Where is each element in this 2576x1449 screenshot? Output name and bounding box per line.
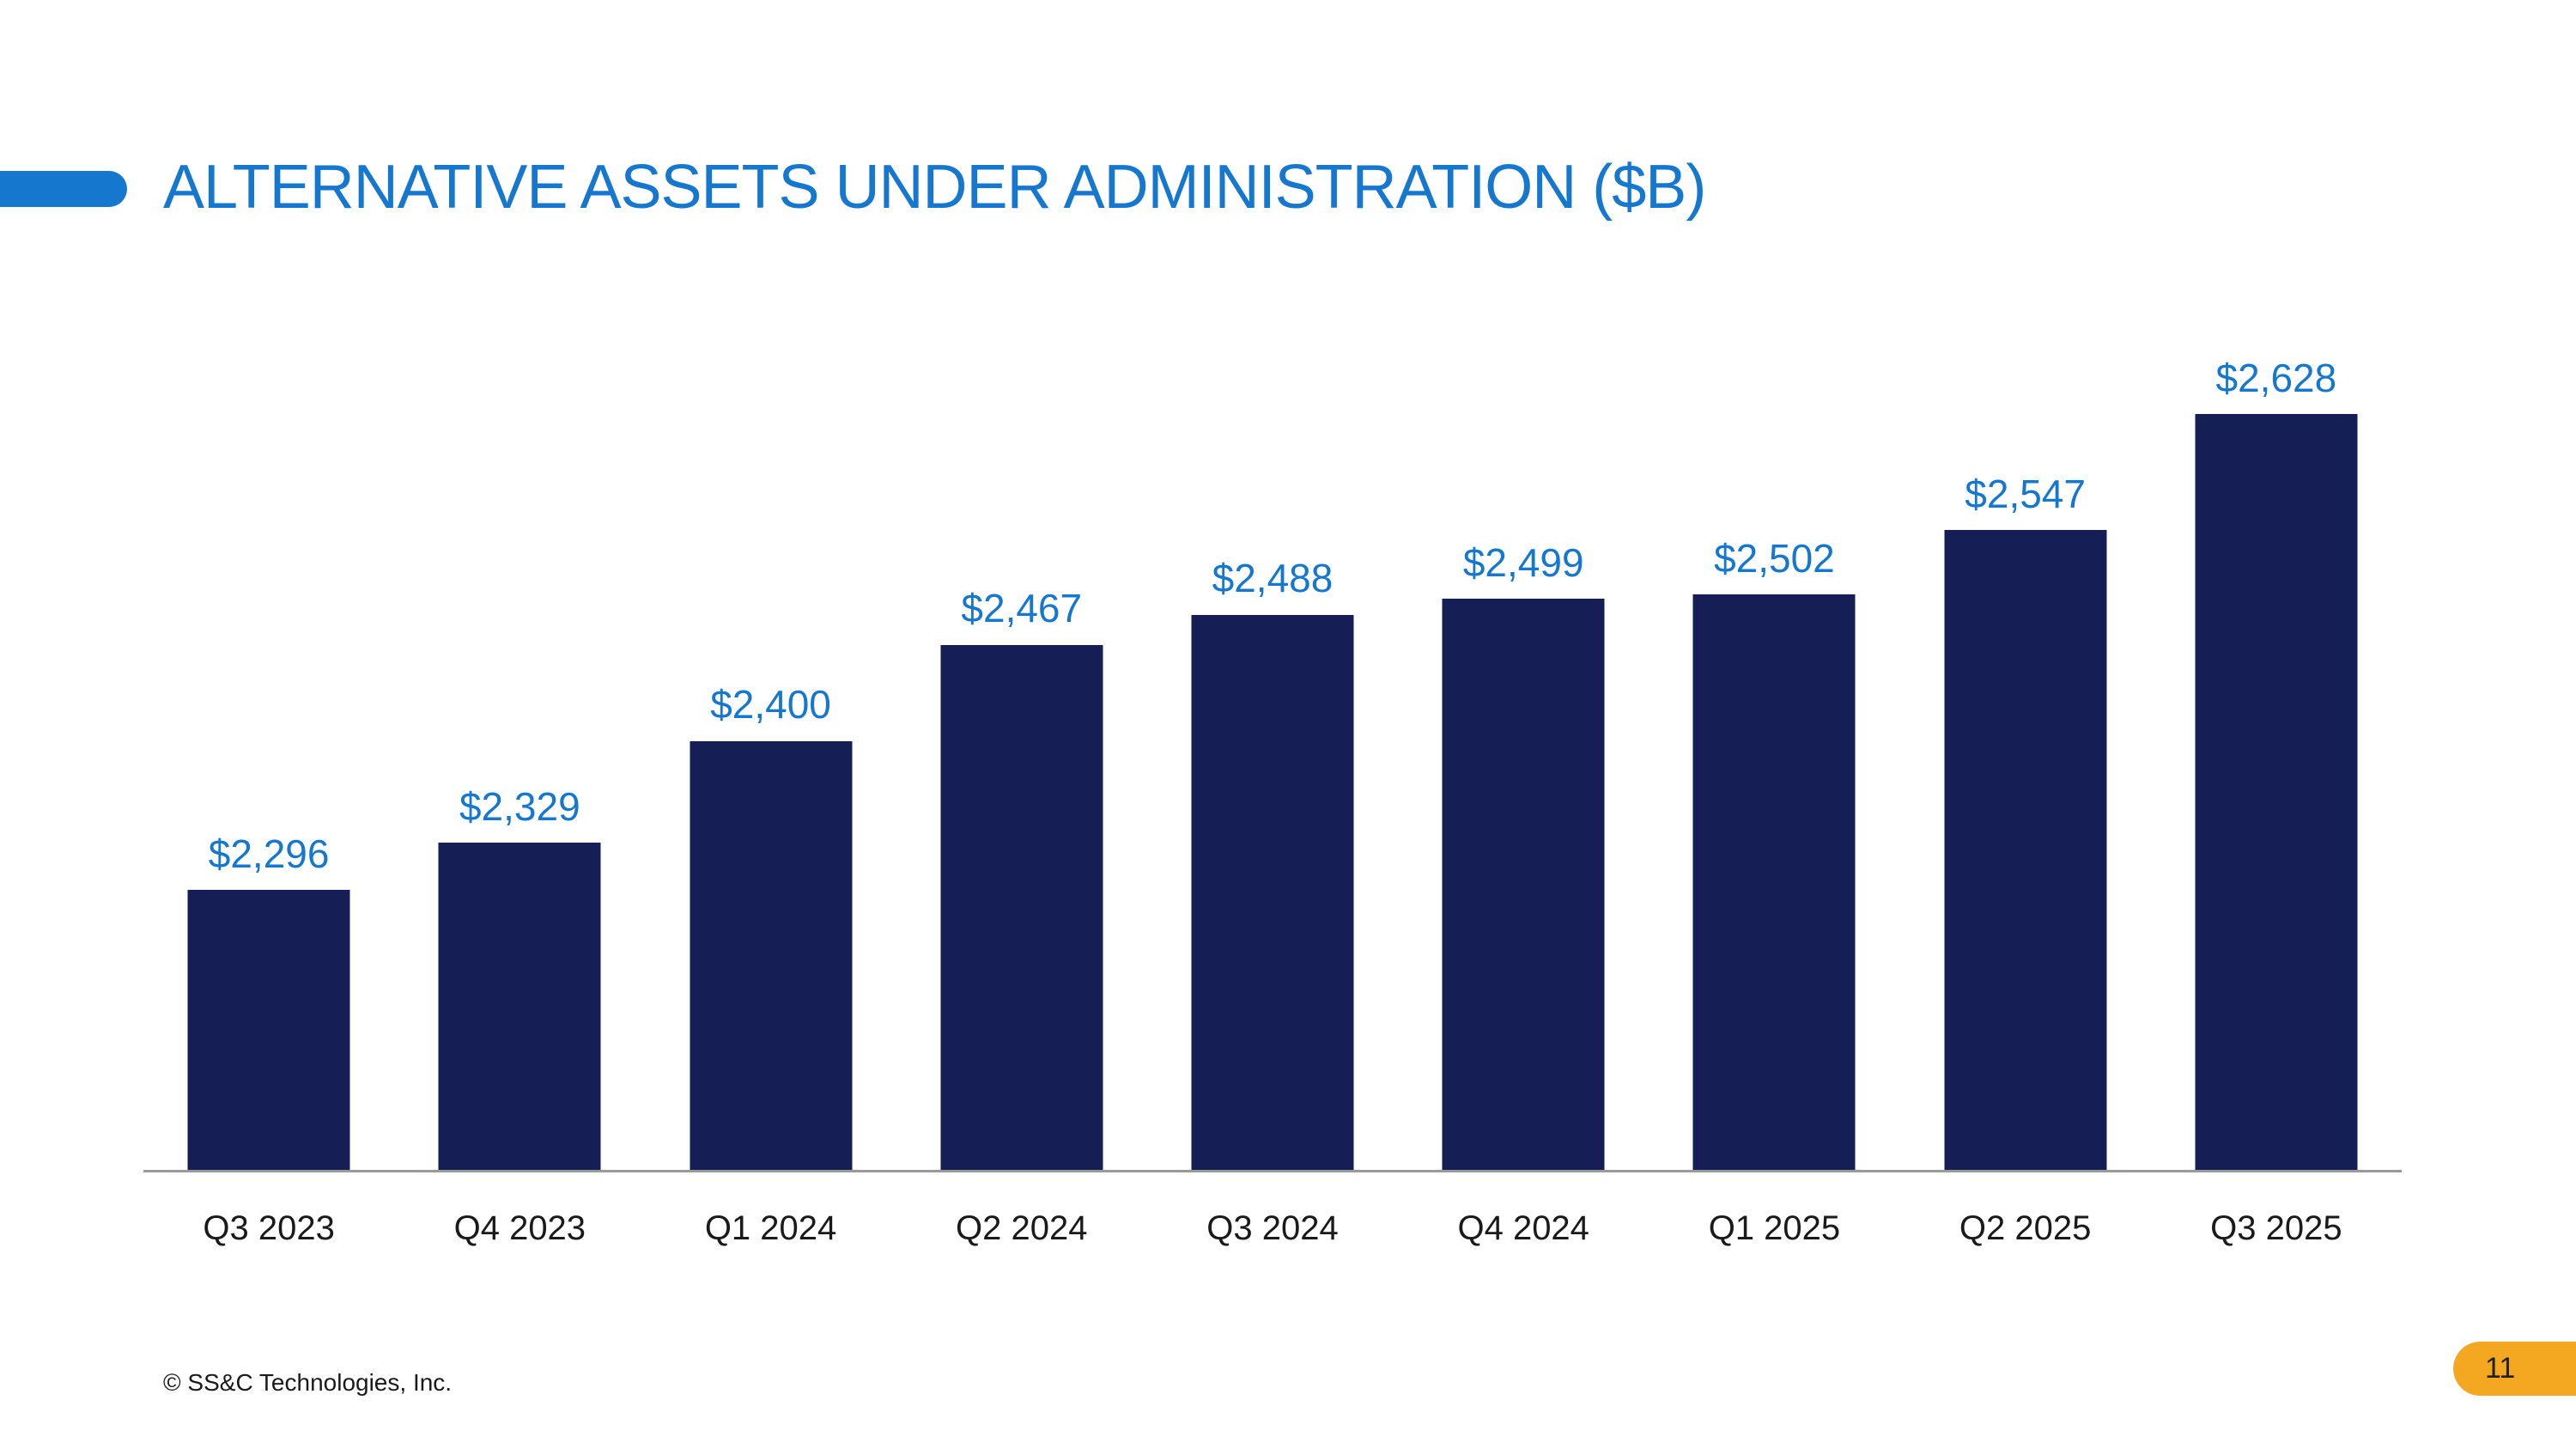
- bar-q2-2025: [1944, 530, 2107, 1171]
- x-axis-label-q4-2023: Q4 2023: [453, 1209, 586, 1247]
- bar-q3-2025: [2195, 414, 2358, 1171]
- bar-q3-2024: [1191, 614, 1354, 1171]
- bar-value-label-q3-2023: $2,296: [208, 831, 330, 876]
- copyright-text: © SS&C Technologies, Inc.: [163, 1369, 453, 1396]
- page-number-badge: 11: [2453, 1342, 2576, 1396]
- bar-value-label-q2-2024: $2,467: [961, 586, 1083, 631]
- bar-value-label-q1-2025: $2,502: [1714, 536, 1835, 581]
- x-axis-label-q3-2025: Q3 2025: [2210, 1209, 2342, 1247]
- bar-value-label-q4-2024: $2,499: [1462, 540, 1584, 586]
- x-axis-label-q3-2023: Q3 2023: [203, 1209, 335, 1247]
- bar-q3-2023: [187, 890, 350, 1171]
- bar-column-q3-2024: $2,488: [1147, 311, 1398, 1171]
- x-axis-label-q3-2024: Q3 2024: [1206, 1209, 1339, 1247]
- bar-column-q4-2023: $2,329: [394, 311, 645, 1171]
- bar-value-label-q1-2024: $2,400: [710, 682, 831, 728]
- bar-q1-2024: [690, 740, 853, 1171]
- bar-value-label-q3-2024: $2,488: [1212, 556, 1334, 601]
- page-number: 11: [2485, 1352, 2516, 1385]
- bar-column-q3-2025: $2,628: [2151, 311, 2402, 1171]
- bar-column-q4-2024: $2,499: [1398, 311, 1649, 1171]
- x-axis-label-q4-2024: Q4 2024: [1457, 1209, 1589, 1247]
- bar-value-label-q2-2025: $2,547: [1965, 471, 2086, 516]
- bar-column-q2-2024: $2,467: [896, 311, 1147, 1171]
- x-axis-label-q2-2025: Q2 2025: [1959, 1209, 2092, 1247]
- x-axis-line: [143, 1170, 2402, 1172]
- bar-column-q1-2024: $2,400: [645, 311, 896, 1171]
- bar-column-q3-2023: $2,296: [143, 311, 394, 1171]
- bar-q4-2024: [1442, 599, 1605, 1171]
- x-axis-label-q1-2025: Q1 2025: [1708, 1209, 1841, 1247]
- slide-title: ALTERNATIVE ASSETS UNDER ADMINISTRATION …: [163, 153, 1706, 222]
- bar-value-label-q3-2025: $2,628: [2215, 355, 2337, 400]
- bar-column-q2-2025: $2,547: [1900, 311, 2151, 1171]
- bar-q4-2023: [438, 842, 601, 1171]
- bar-value-label-q4-2023: $2,329: [459, 783, 580, 829]
- chart-plot-area: $2,296 $2,329 $2,400 $2,467 $2,488 $2,499 $2,5…: [143, 311, 2402, 1171]
- x-axis-label-q1-2024: Q1 2024: [704, 1209, 837, 1247]
- bar-q1-2025: [1692, 594, 1856, 1171]
- title-accent-bar: [0, 171, 127, 207]
- x-axis-labels: Q3 2023 Q4 2023 Q1 2024 Q2 2024 Q3 2024 Q4 20…: [143, 1209, 2402, 1248]
- bar-column-q1-2025: $2,502: [1649, 311, 1899, 1171]
- x-axis-label-q2-2024: Q2 2024: [956, 1209, 1088, 1247]
- bar-q2-2024: [940, 644, 1103, 1171]
